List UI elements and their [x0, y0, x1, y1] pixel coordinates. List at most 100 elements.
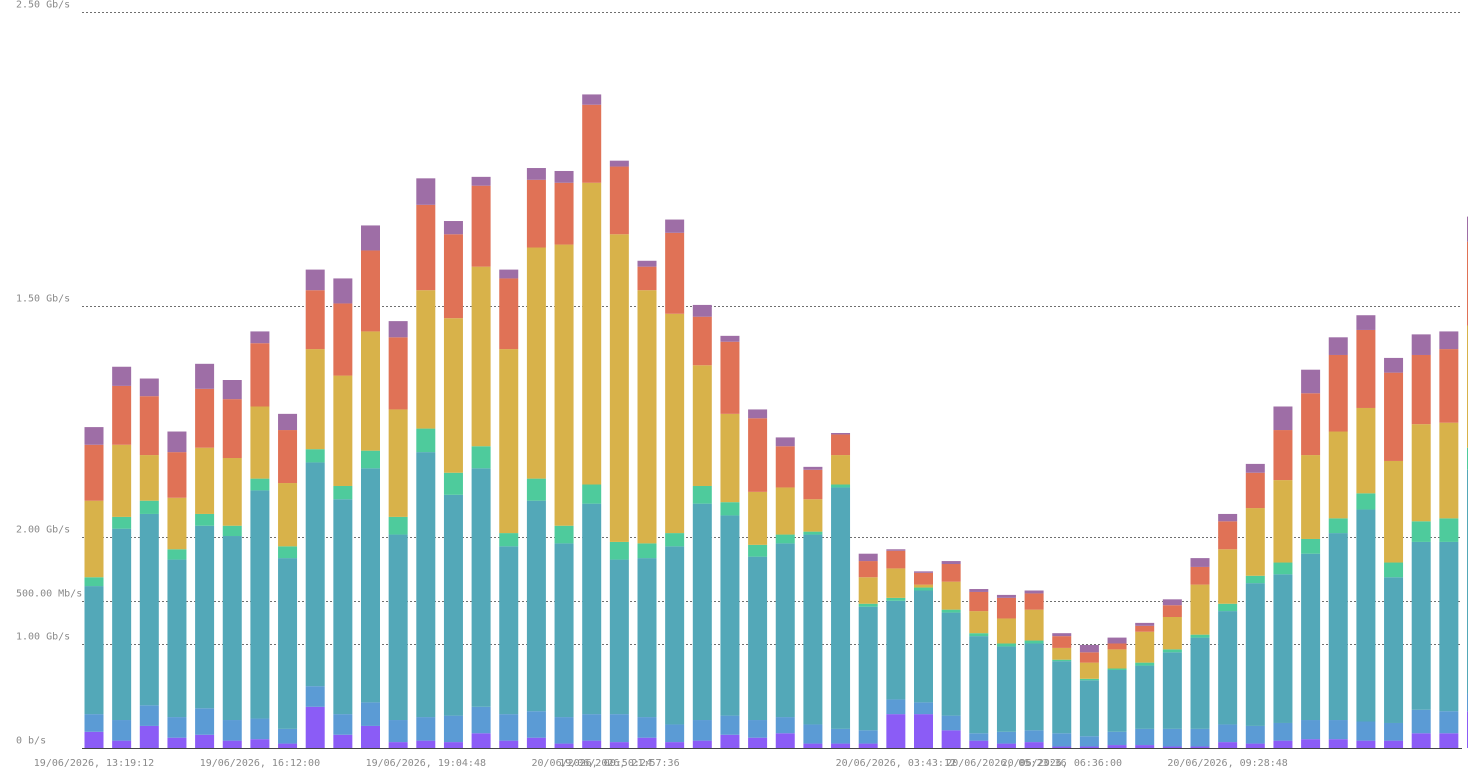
y-tick-label: 1.00 Gb/s	[16, 632, 70, 643]
bar-segment	[1052, 647, 1072, 660]
bar-segment	[692, 720, 712, 741]
x-tick-label: 20/06/2026, 06:36:00	[1002, 758, 1122, 769]
bar-segment	[665, 313, 685, 534]
bar-segment	[1218, 549, 1238, 604]
bar-segment	[554, 717, 574, 744]
bar-segment	[969, 589, 989, 592]
bar-segment	[416, 717, 436, 741]
bar-segment	[416, 178, 436, 205]
bar-segment	[554, 170, 574, 183]
bar-segment	[471, 733, 491, 748]
bar-segment	[84, 444, 104, 501]
bar-segment	[1190, 566, 1210, 585]
bar-segment	[803, 466, 823, 470]
bar-segment	[886, 568, 906, 598]
bar-segment	[1328, 533, 1348, 721]
bar-segment	[1384, 357, 1404, 373]
bar-segment	[388, 742, 408, 748]
bar-segment	[222, 380, 242, 400]
bar-segment	[858, 730, 878, 744]
bar-segment	[1301, 720, 1321, 740]
bar-segment	[775, 446, 795, 488]
bar-segment	[139, 500, 159, 514]
bar-segment	[305, 269, 325, 291]
bar-segment	[1356, 740, 1376, 748]
bar-segment	[914, 572, 933, 585]
bar-segment	[222, 399, 242, 459]
bar-segment	[195, 363, 215, 389]
bar-segment	[1135, 665, 1155, 729]
bar-segment	[886, 714, 906, 748]
bar-segment	[582, 94, 602, 105]
bar-segment	[969, 733, 989, 741]
bar-segment	[720, 502, 740, 516]
bar-segment	[748, 409, 768, 419]
bar-segment	[1328, 337, 1348, 355]
bar-segment	[1190, 728, 1210, 747]
bar-segment	[278, 546, 298, 559]
bar-segment	[443, 221, 463, 235]
bar-segment	[1245, 472, 1265, 509]
bar-segment	[278, 483, 298, 547]
bar-segment	[609, 714, 629, 743]
bar-segment	[388, 409, 408, 517]
bar-segment	[582, 714, 602, 741]
bar-segment	[554, 743, 574, 748]
x-tick-label: 19/06/2026, 16:12:00	[200, 758, 320, 769]
bar-segment	[1190, 746, 1210, 748]
bar-segment	[775, 543, 795, 718]
bar-segment	[665, 546, 685, 725]
bar-segment	[886, 699, 906, 715]
bar-segment	[582, 503, 602, 715]
bar-segment	[195, 734, 215, 748]
bar-segment	[914, 571, 933, 573]
bar-segment	[278, 728, 298, 744]
bar-segment	[1162, 746, 1182, 748]
bar-segment	[831, 728, 851, 744]
bar-segment	[333, 499, 353, 715]
bar-segment	[831, 487, 851, 729]
bar-segment	[1273, 406, 1293, 431]
bar-segment	[1273, 430, 1293, 481]
bar-segment	[278, 430, 298, 484]
bar-segment	[526, 168, 546, 180]
bar-segment	[1245, 743, 1265, 748]
bar-segment	[554, 525, 574, 544]
bar-segment	[139, 378, 159, 397]
bar-segment	[471, 185, 491, 267]
x-tick-label: 20/06/2026, 00:50:24	[531, 758, 651, 769]
y-tick-label: 500.00 Mb/s	[16, 589, 82, 600]
bar-segment	[637, 260, 657, 267]
bar-segment	[84, 427, 104, 445]
bar-segment	[443, 742, 463, 748]
bar-segment	[1162, 599, 1182, 606]
bar-segment	[637, 737, 657, 748]
bar-segment	[1024, 609, 1044, 641]
x-tick-label: 20/06/2026, 05:23:36	[946, 758, 1066, 769]
bar-segment	[250, 490, 270, 719]
bar-segment	[1218, 521, 1238, 550]
bar-segment	[803, 724, 823, 744]
bar-segment	[167, 737, 187, 748]
bar-segment	[1273, 740, 1293, 748]
y-tick-label: 2.00 Gb/s	[16, 525, 70, 536]
bar-segment	[361, 250, 380, 332]
bar-segment	[1301, 393, 1321, 456]
bar-segment	[388, 516, 408, 535]
bar-segment	[167, 717, 187, 738]
bar-segment	[1107, 669, 1127, 732]
bar-segment	[1052, 633, 1072, 637]
bar-segment	[941, 730, 961, 748]
bar-segment	[112, 385, 132, 445]
bar-segment	[1079, 746, 1099, 748]
bar-segment	[471, 266, 491, 447]
bar-segment	[720, 515, 740, 716]
bar-segment	[914, 714, 933, 748]
bar-segment	[803, 469, 823, 500]
y-tick-label: 2.50 Gb/s	[16, 0, 70, 11]
bar-segment	[333, 278, 353, 304]
bar-segment	[1328, 720, 1348, 740]
bar-segment	[443, 234, 463, 319]
bar-segment	[914, 590, 933, 703]
